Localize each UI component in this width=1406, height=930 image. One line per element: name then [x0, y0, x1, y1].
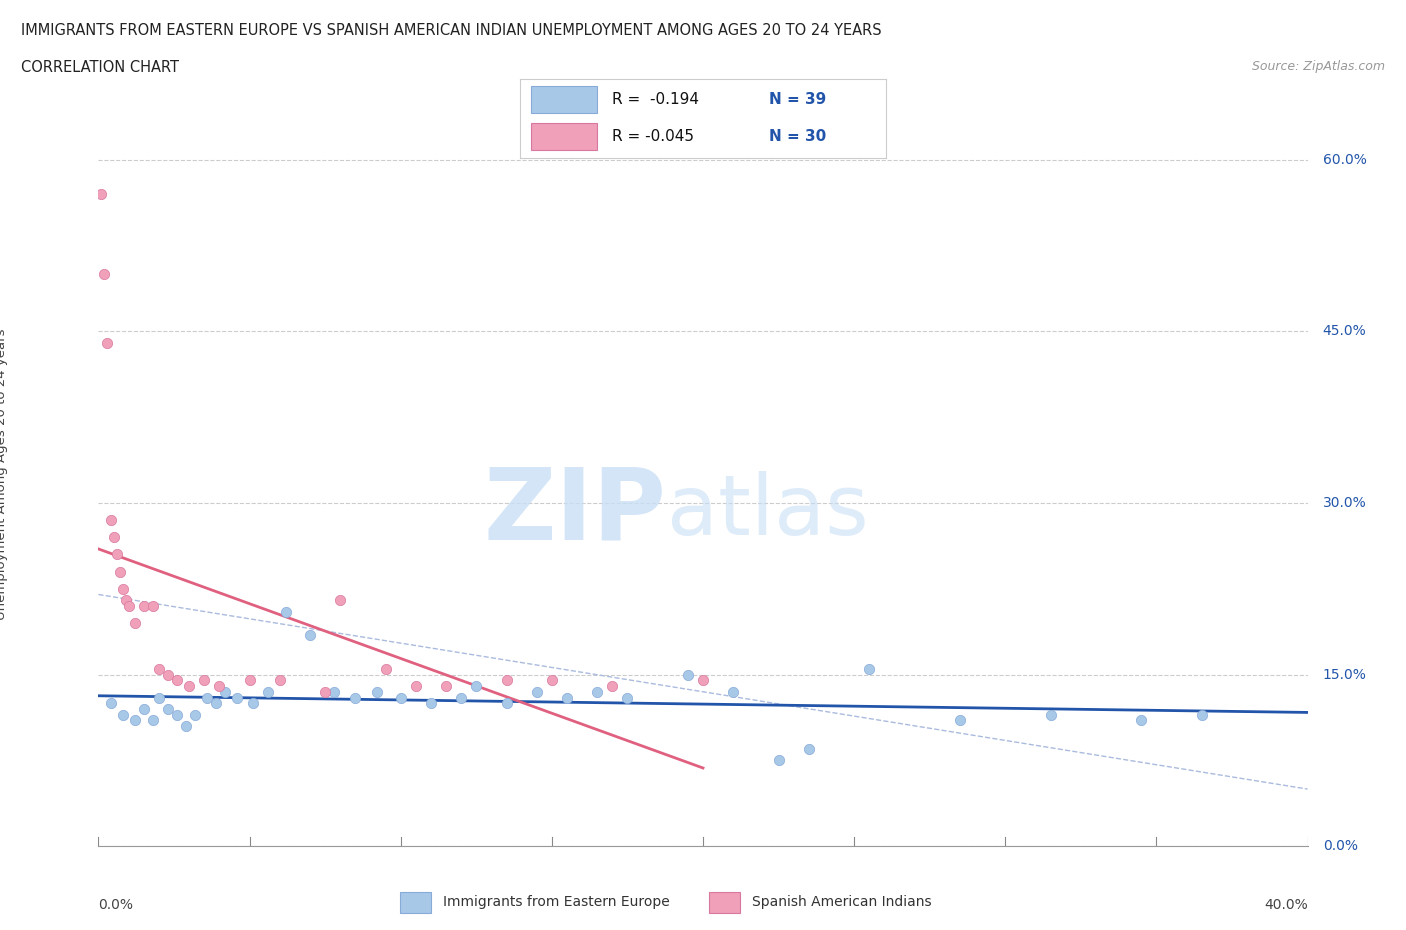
Point	[434, 679, 457, 694]
Point	[114, 592, 136, 607]
Point	[214, 684, 236, 699]
Point	[100, 512, 122, 527]
Point	[676, 667, 699, 682]
Text: Source: ZipAtlas.com: Source: ZipAtlas.com	[1251, 60, 1385, 73]
Point	[797, 741, 820, 756]
Point	[323, 684, 346, 699]
Point	[148, 661, 170, 676]
Point	[108, 565, 131, 579]
Text: R = -0.045: R = -0.045	[612, 129, 693, 144]
Point	[111, 581, 134, 596]
Point	[723, 684, 745, 699]
Point	[586, 684, 609, 699]
Point	[314, 684, 336, 699]
Point	[142, 713, 165, 728]
Text: ZIP: ZIP	[484, 463, 666, 560]
Point	[465, 679, 488, 694]
Point	[299, 627, 322, 642]
Point	[132, 701, 155, 716]
Point	[148, 690, 170, 705]
Text: atlas: atlas	[666, 471, 869, 552]
Text: Spanish American Indians: Spanish American Indians	[752, 895, 932, 910]
Point	[389, 690, 412, 705]
Point	[118, 599, 141, 614]
Point	[90, 186, 112, 201]
Point	[1130, 713, 1153, 728]
Text: N = 30: N = 30	[769, 129, 827, 144]
Point	[366, 684, 388, 699]
Point	[93, 267, 115, 282]
Point	[124, 616, 146, 631]
Point	[405, 679, 427, 694]
Point	[540, 673, 562, 688]
Text: 0.0%: 0.0%	[98, 897, 134, 911]
Point	[555, 690, 578, 705]
Point	[179, 679, 201, 694]
Text: 40.0%: 40.0%	[1264, 897, 1308, 911]
Point	[124, 713, 146, 728]
Point	[100, 696, 122, 711]
Bar	[709, 892, 740, 912]
Point	[193, 673, 215, 688]
Point	[949, 713, 972, 728]
Point	[374, 661, 396, 676]
Point	[226, 690, 249, 705]
Text: N = 39: N = 39	[769, 92, 827, 107]
Text: 15.0%: 15.0%	[1323, 668, 1367, 682]
Point	[495, 673, 517, 688]
Point	[242, 696, 264, 711]
Point	[205, 696, 228, 711]
Point	[184, 707, 207, 722]
Point	[768, 753, 790, 768]
Point	[156, 701, 179, 716]
Point	[858, 661, 880, 676]
Text: Immigrants from Eastern Europe: Immigrants from Eastern Europe	[443, 895, 669, 910]
Point	[239, 673, 262, 688]
Text: 60.0%: 60.0%	[1323, 153, 1367, 166]
Point	[166, 673, 188, 688]
Point	[274, 604, 297, 619]
Point	[526, 684, 548, 699]
Point	[208, 679, 231, 694]
Text: IMMIGRANTS FROM EASTERN EUROPE VS SPANISH AMERICAN INDIAN UNEMPLOYMENT AMONG AGE: IMMIGRANTS FROM EASTERN EUROPE VS SPANIS…	[21, 23, 882, 38]
Text: 0.0%: 0.0%	[1323, 839, 1358, 854]
Point	[344, 690, 367, 705]
Point	[269, 673, 291, 688]
Point	[105, 547, 128, 562]
Bar	[531, 124, 598, 151]
Point	[616, 690, 638, 705]
Point	[256, 684, 278, 699]
Bar	[399, 892, 430, 912]
Text: Unemployment Among Ages 20 to 24 years: Unemployment Among Ages 20 to 24 years	[0, 328, 8, 620]
Point	[96, 335, 118, 350]
Point	[111, 707, 134, 722]
Point	[142, 599, 165, 614]
Bar	[531, 86, 598, 113]
Text: 45.0%: 45.0%	[1323, 325, 1367, 339]
Point	[420, 696, 443, 711]
Point	[103, 530, 125, 545]
Point	[156, 667, 179, 682]
Point	[495, 696, 517, 711]
Point	[329, 592, 352, 607]
Point	[195, 690, 218, 705]
Point	[450, 690, 472, 705]
Point	[602, 679, 624, 694]
Text: R =  -0.194: R = -0.194	[612, 92, 699, 107]
Text: CORRELATION CHART: CORRELATION CHART	[21, 60, 179, 75]
Point	[692, 673, 714, 688]
Point	[1191, 707, 1213, 722]
Point	[132, 599, 155, 614]
Text: 30.0%: 30.0%	[1323, 496, 1367, 510]
Point	[174, 719, 197, 734]
Point	[1039, 707, 1062, 722]
Point	[166, 707, 188, 722]
